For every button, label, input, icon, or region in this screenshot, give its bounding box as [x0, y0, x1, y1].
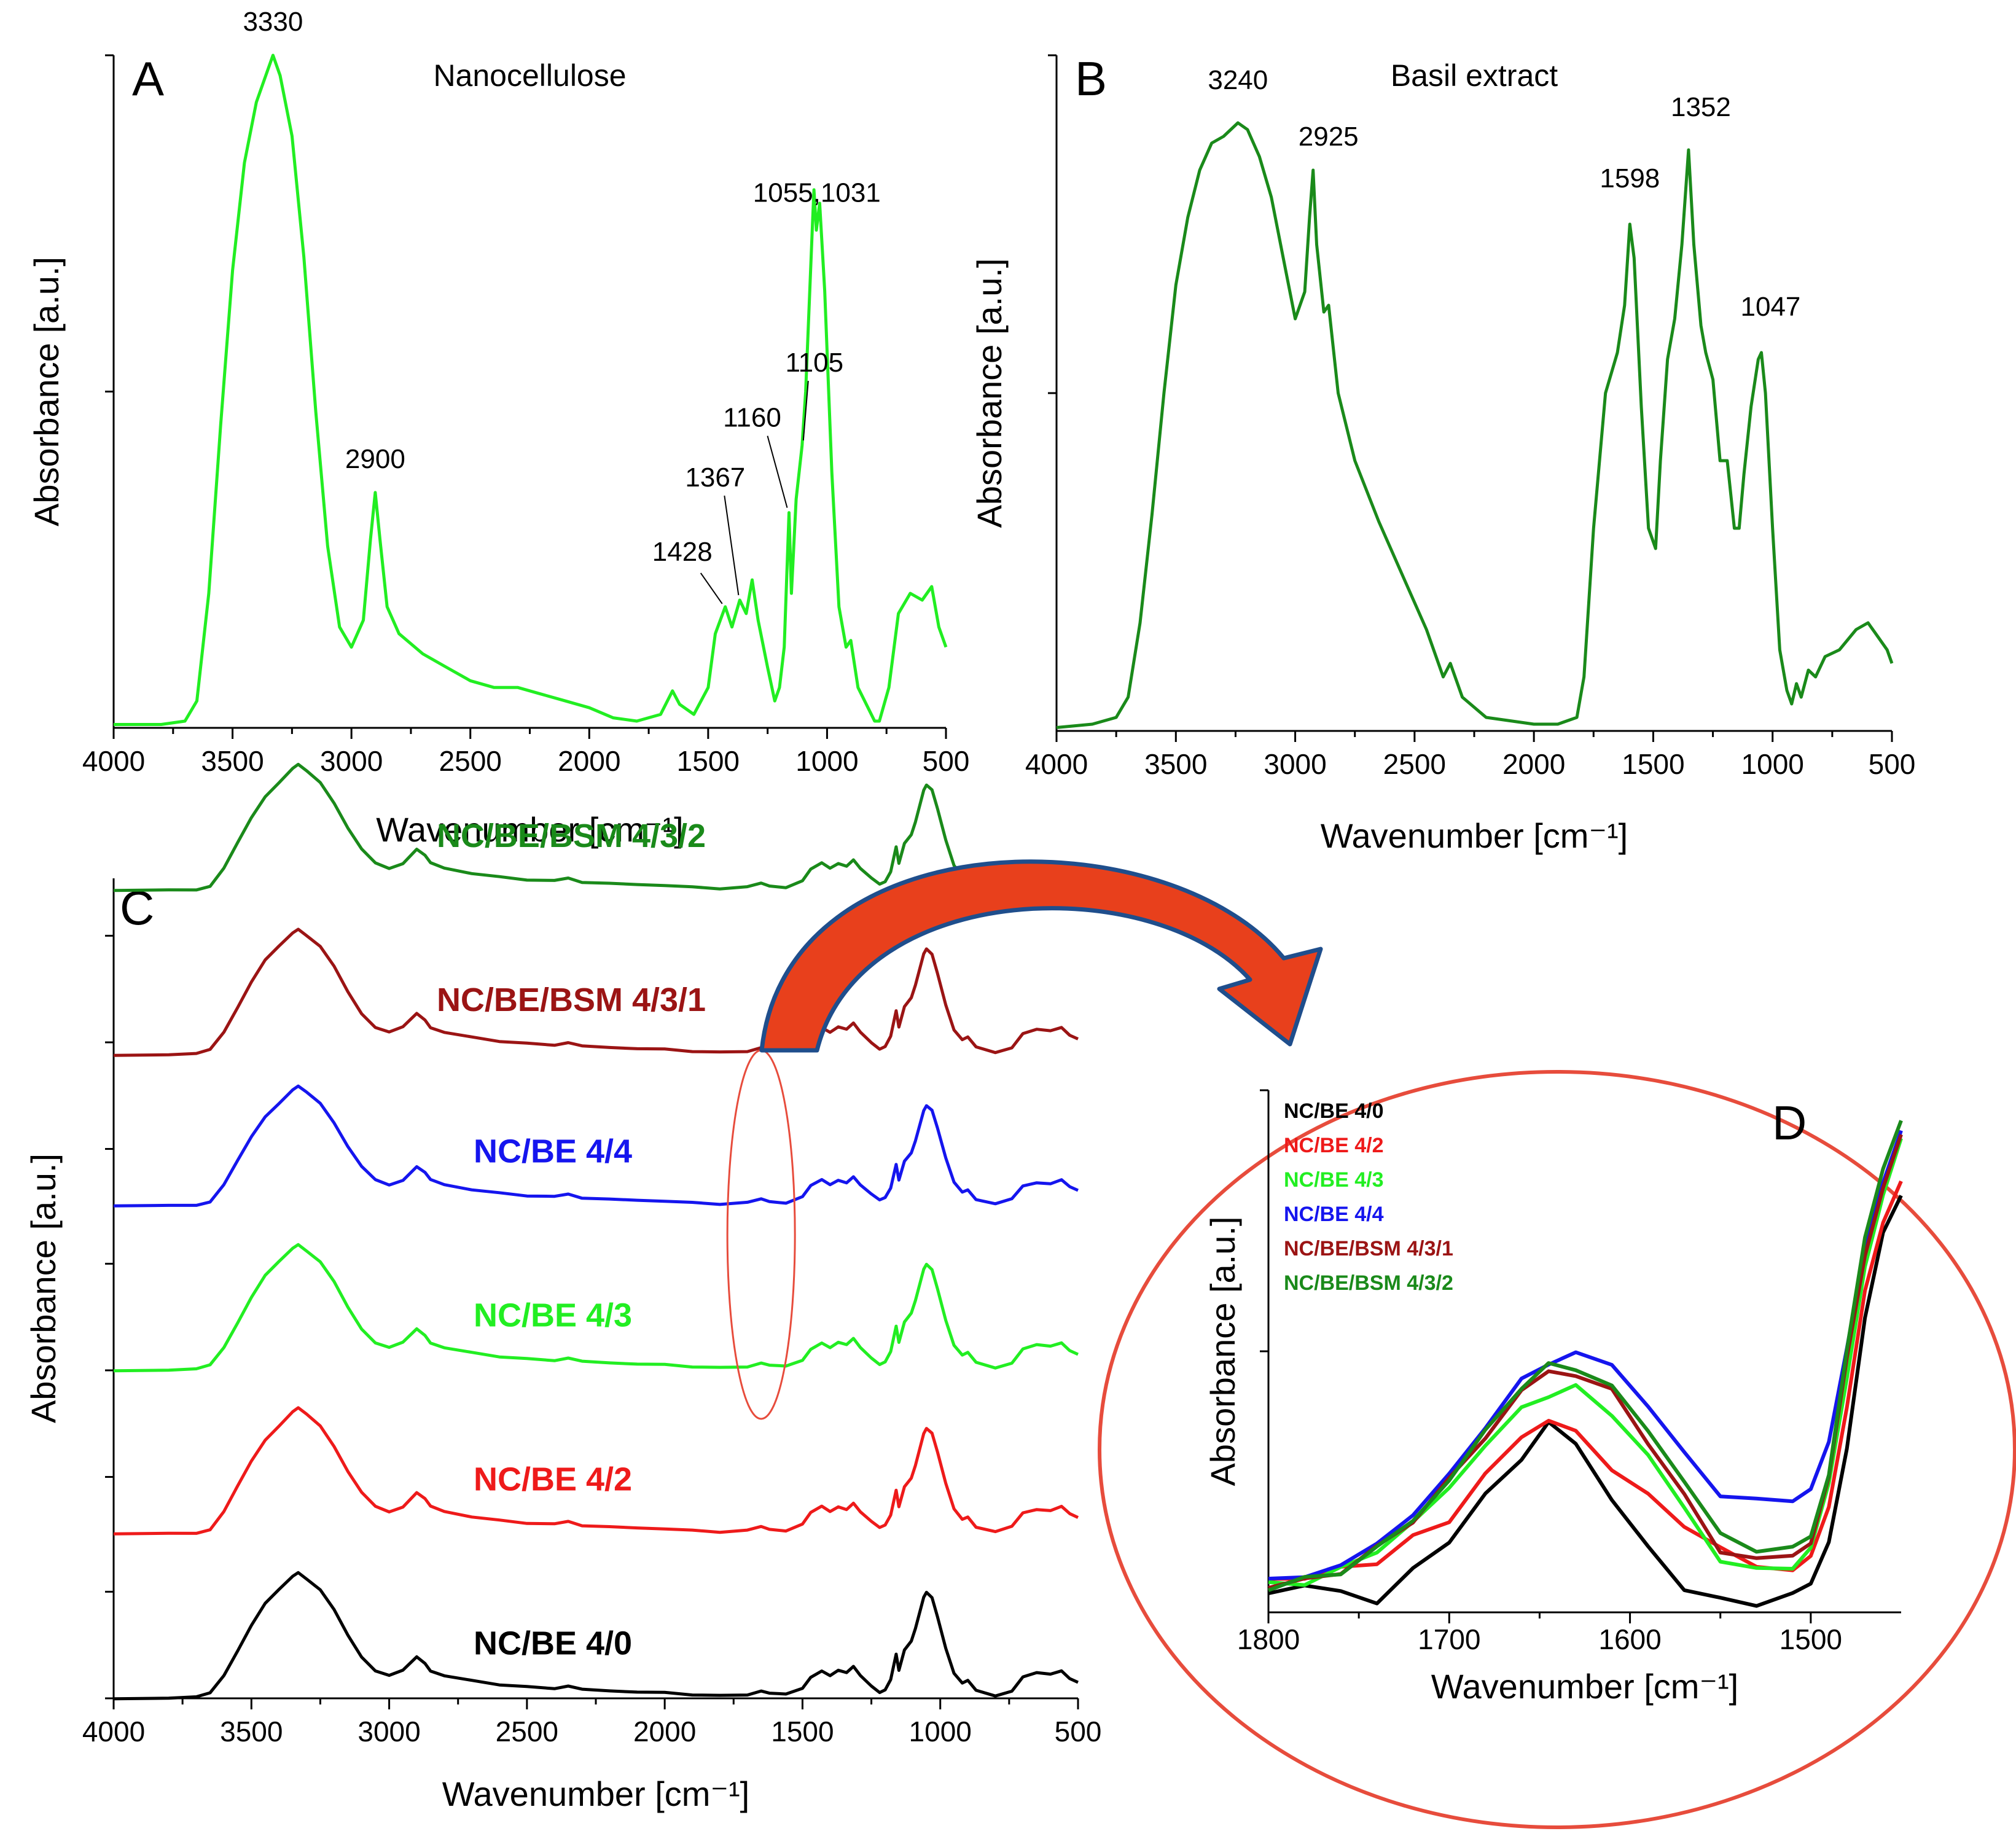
x-tick-label: 4000: [82, 745, 145, 777]
legend-item: NC/BE 4/4: [1284, 1203, 1384, 1226]
x-axis-title: Wavenumber [cm⁻¹]: [1431, 1667, 1738, 1706]
peak-label: 1055,1031: [753, 178, 881, 208]
panel-title: Basil extract: [1391, 58, 1558, 93]
panel-letter: B: [1075, 52, 1107, 106]
x-axis-title: Wavenumber [cm⁻¹]: [442, 1774, 749, 1813]
x-tick-label: 3000: [357, 1716, 420, 1747]
x-tick-label: 500: [1869, 748, 1916, 780]
annotation-arrow: [724, 495, 740, 596]
annotation-arrow: [767, 435, 788, 508]
x-tick-label: 500: [1055, 1716, 1102, 1747]
x-axis-title: Wavenumber [cm⁻¹]: [1321, 816, 1628, 855]
y-axis-title: Absorbance [a.u.]: [27, 257, 66, 526]
x-tick-label: 2000: [1502, 748, 1565, 780]
basil-extract-spectrum: [1056, 121, 1894, 729]
zoom-circle: [1098, 1070, 2016, 1829]
legend-item: NC/BE/BSM 4/3/1: [1284, 1237, 1453, 1260]
x-tick-label: 1000: [795, 745, 858, 777]
panel-a: 4000 3500 3000 2500 2000 1500 1000 500 Wavenumbe…: [27, 7, 969, 849]
panel-d: 1800 1700 1600 1500 Wavenumber [cm⁻¹] Absorba…: [1203, 1089, 1903, 1706]
y-axis-title: Absorbance [a.u.]: [970, 259, 1009, 528]
legend-item: NC/BE 4/0: [1284, 1099, 1384, 1123]
zoom-spectrum-nc-be-4-2: [1268, 1180, 1903, 1581]
x-tick-label: 1800: [1237, 1623, 1300, 1655]
spectrum-nc-be-4-4: [113, 1084, 1079, 1208]
x-tick-label: 3500: [220, 1716, 283, 1747]
x-tick-label: 1500: [677, 745, 740, 777]
x-tick-label: 3500: [201, 745, 264, 777]
peak-label: 1047: [1741, 292, 1801, 322]
x-tick-label: 1700: [1418, 1623, 1480, 1655]
panel-title: Nanocellulose: [433, 58, 626, 93]
x-tick-label: 2500: [1383, 748, 1446, 780]
x-tick-label: 3500: [1144, 748, 1207, 780]
x-tick-label: 2500: [496, 1716, 558, 1747]
series-label: NC/BE 4/4: [474, 1133, 632, 1170]
panel-c: 4000 3500 3000 2500 2000 1500 1000 500 Wavenumbe…: [24, 762, 1323, 1813]
legend-item: NC/BE 4/2: [1284, 1134, 1384, 1157]
peak-label: 2925: [1299, 122, 1359, 152]
x-tick-label: 2500: [439, 745, 502, 777]
x-tick-label: 500: [923, 745, 970, 777]
x-tick-label: 1500: [1622, 748, 1684, 780]
spectrum-nc-be-4-0: [113, 1571, 1079, 1701]
annotation-arrow: [700, 572, 723, 604]
peak-label: 1105: [785, 348, 843, 378]
annotation-arrow: [802, 381, 809, 441]
zoom-spectrum-nc-be-4-4: [1268, 1130, 1903, 1581]
x-tick-label: 3000: [320, 745, 383, 777]
curved-arrow: [759, 859, 1323, 1053]
peak-label: 1598: [1600, 163, 1660, 193]
legend-item: NC/BE 4/3: [1284, 1168, 1384, 1192]
x-axis-title: Wavenumber [cm⁻¹]: [376, 810, 683, 849]
peak-label: 1160: [723, 403, 781, 433]
panel-letter: D: [1772, 1096, 1807, 1150]
spectrum-nc-be-bsm-4-3-2: [113, 762, 1079, 892]
x-tick-label: 2000: [633, 1716, 696, 1747]
x-tick-label: 3000: [1264, 748, 1326, 780]
peak-label: 3330: [243, 7, 303, 37]
panel-letter: A: [132, 52, 164, 106]
series-label: NC/BE 4/0: [474, 1625, 632, 1662]
legend-item: NC/BE/BSM 4/3/2: [1284, 1271, 1453, 1295]
peak-label: 2900: [345, 444, 405, 474]
x-tick-label: 1000: [1741, 748, 1804, 780]
series-label: NC/BE 4/2: [474, 1461, 632, 1498]
peak-label: 3240: [1208, 65, 1268, 95]
x-tick-label: 4000: [82, 1716, 145, 1747]
x-tick-label: 1500: [771, 1716, 834, 1747]
panel-b: 4000 3500 3000 2500 2000 1500 1000 500 Wavenumbe…: [970, 52, 1915, 855]
series-label: NC/BE/BSM 4/3/2: [437, 818, 706, 854]
spectrum-nc-be-4-3: [113, 1243, 1079, 1373]
series-label: NC/BE/BSM 4/3/1: [437, 982, 706, 1018]
y-axis-title: Absorbance [a.u.]: [24, 1154, 63, 1423]
peak-label: 1367: [685, 463, 745, 493]
series-label: NC/BE 4/3: [474, 1297, 632, 1334]
x-tick-label: 2000: [558, 745, 620, 777]
nanocellulose-spectrum: [114, 53, 948, 726]
zoom-spectrum-nc-be-4-3: [1268, 1138, 1903, 1587]
y-axis-title: Absorbance [a.u.]: [1203, 1217, 1242, 1486]
peak-label: 1352: [1671, 92, 1731, 122]
x-tick-label: 4000: [1025, 748, 1088, 780]
x-tick-label: 1600: [1598, 1623, 1661, 1655]
peak-label: 1428: [652, 537, 713, 567]
zoom-spectrum-nc-be-4-0: [1268, 1195, 1903, 1608]
x-tick-label: 1500: [1780, 1623, 1842, 1655]
x-tick-label: 1000: [909, 1716, 972, 1747]
zoom-spectrum-nc-be-bsm-4-3-2: [1267, 1120, 1903, 1593]
spectrum-nc-be-4-2: [113, 1406, 1079, 1536]
